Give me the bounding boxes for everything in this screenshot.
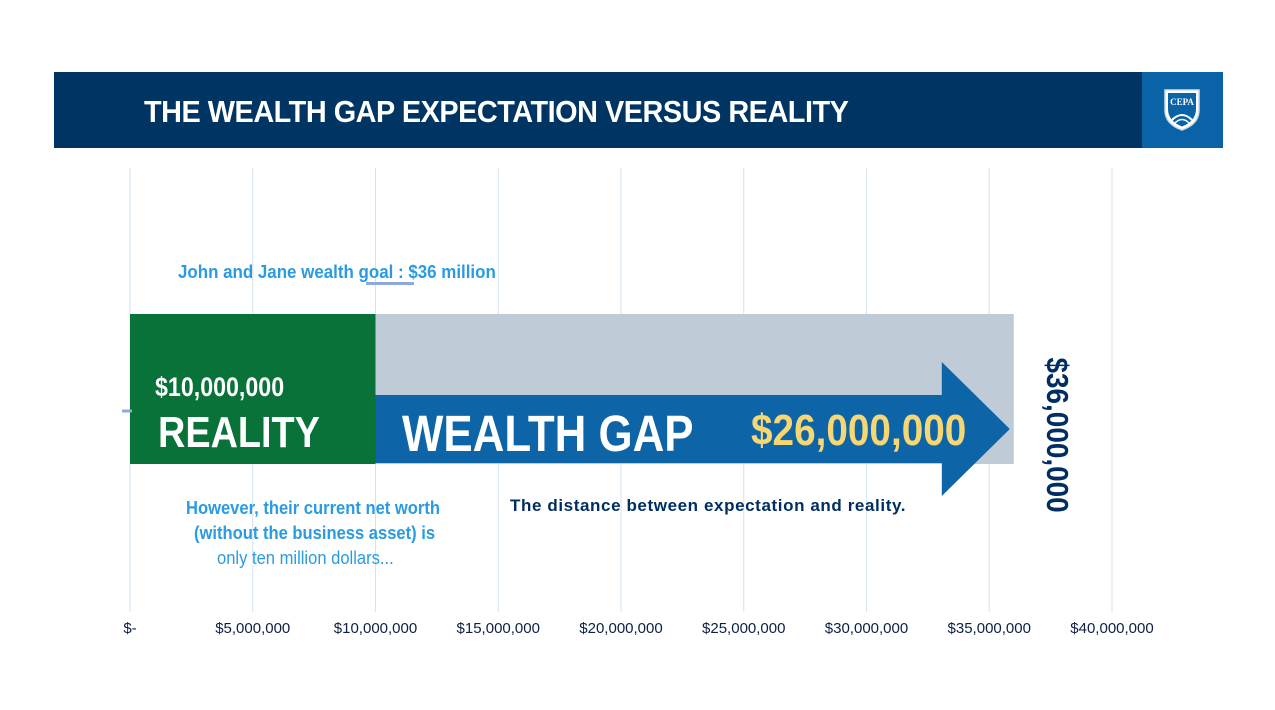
x-tick-label: $-: [123, 620, 137, 637]
x-tick-label: $30,000,000: [824, 620, 909, 637]
wealth-gap-value-label: $26,000,000: [751, 406, 967, 455]
x-tick-label: $15,000,000: [456, 620, 540, 637]
goal-total-label: $36,000,000: [1040, 357, 1075, 513]
networth-annotation-line2: (without the business asset) is: [194, 523, 436, 543]
wealth-gap-label: WEALTH GAP: [402, 405, 694, 462]
goal-annotation: John and Jane wealth goal : $36 million: [178, 262, 496, 282]
goal-underline: [366, 282, 414, 285]
x-tick-label: $10,000,000: [333, 620, 418, 637]
logo-panel: CEPA: [1142, 72, 1223, 148]
x-tick-label: $40,000,000: [1070, 620, 1154, 637]
page-title: THE WEALTH GAP EXPECTATION VERSUS REALIT…: [144, 94, 849, 129]
x-tick-label: $25,000,000: [702, 620, 786, 637]
x-tick-label: $35,000,000: [947, 620, 1031, 637]
cepa-shield-icon: CEPA: [1164, 89, 1200, 131]
distance-annotation: The distance between expectation and rea…: [510, 496, 907, 515]
reality-value-label: $10,000,000: [155, 372, 285, 402]
x-tick-label: $5,000,000: [215, 620, 291, 637]
title-bar: THE WEALTH GAP EXPECTATION VERSUS REALIT…: [54, 72, 1142, 148]
wealth-gap-arrow: [375, 362, 1010, 496]
bar-reality: [130, 314, 376, 464]
logo-text: CEPA: [1170, 97, 1194, 107]
reality-label: REALITY: [158, 408, 320, 457]
x-tick-label: $20,000,000: [579, 620, 663, 637]
networth-annotation-line1: However, their current net worth: [186, 498, 440, 518]
networth-annotation-line3: only ten million dollars...: [217, 548, 394, 568]
